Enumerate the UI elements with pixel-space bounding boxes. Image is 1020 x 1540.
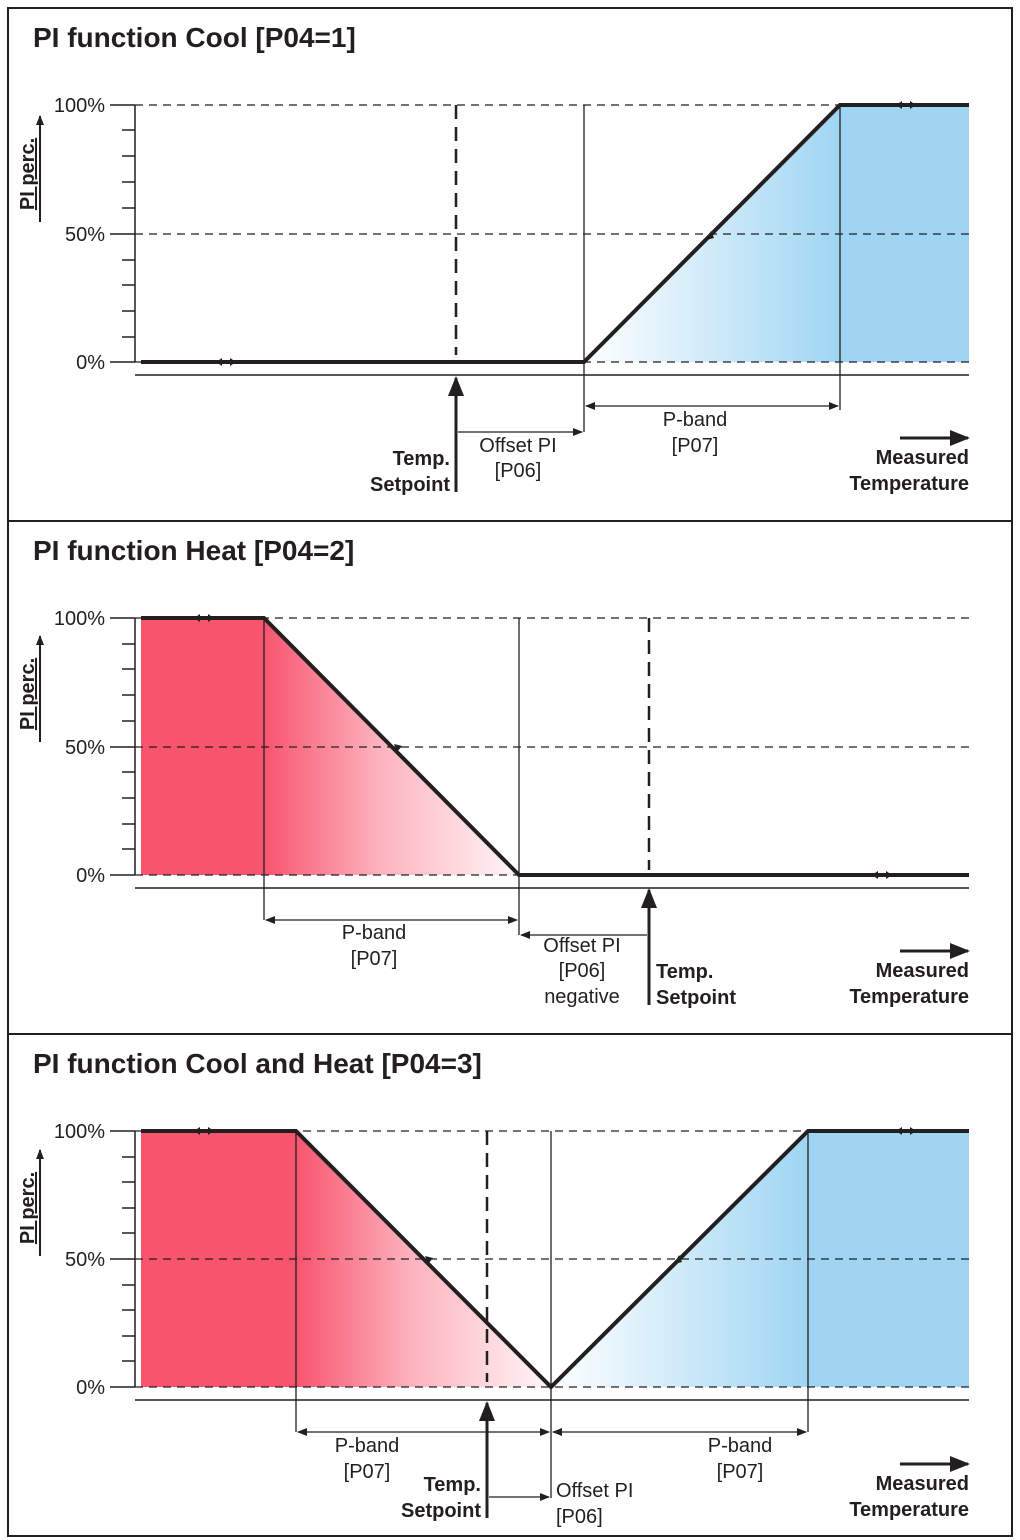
panel-title: PI function Cool and Heat [P04=3] — [33, 1048, 482, 1079]
measured-label: Temperature — [849, 473, 969, 495]
figure-border — [7, 7, 1013, 1537]
y-tick-50: 50% — [65, 737, 105, 759]
setpoint-label: Temp. — [656, 961, 713, 983]
setpoint-label: Temp. — [424, 1474, 481, 1496]
y-tick-100: 100% — [54, 608, 105, 630]
y-tick-50: 50% — [65, 224, 105, 246]
measured-label: Measured — [876, 1473, 969, 1495]
pi-curve — [141, 616, 969, 877]
panel-heat: PI function Heat [P04=2] 100% 50% 0% PI … — [17, 535, 970, 1009]
curve-arrow-mark — [872, 871, 892, 879]
y-axis-label: PI perc. — [17, 138, 39, 210]
pband-label: [P07] — [344, 1461, 391, 1483]
offset-label: Offset PI — [543, 935, 620, 957]
y-axis-label: PI perc. — [17, 658, 39, 730]
offset-label: Offset PI — [556, 1480, 633, 1502]
measured-label: Measured — [876, 447, 969, 469]
panel-cool-heat: PI function Cool and Heat [P04=3] 100% 5… — [17, 1048, 970, 1528]
panel-cool: PI function Cool [P04=1] 100% 50% 0% PI … — [17, 22, 970, 496]
pband-label: P-band — [708, 1435, 773, 1457]
y-tick-0: 0% — [76, 352, 105, 374]
measured-label: Temperature — [849, 986, 969, 1008]
heat-full-fill — [141, 618, 264, 875]
pband-label: P-band — [335, 1435, 400, 1457]
curve-arrow-mark — [425, 1256, 433, 1264]
offset-label: [P06] — [559, 960, 606, 982]
y-tick-0: 0% — [76, 1377, 105, 1399]
y-tick-0: 0% — [76, 865, 105, 887]
pband-label: [P07] — [672, 435, 719, 457]
measured-label: Measured — [876, 960, 969, 982]
y-tick-50: 50% — [65, 1249, 105, 1271]
setpoint-label: Setpoint — [401, 1500, 481, 1522]
panel-title: PI function Heat [P04=2] — [33, 535, 354, 566]
y-axis — [110, 1130, 136, 1388]
y-axis — [110, 617, 136, 876]
curve-arrow-mark — [674, 1255, 682, 1264]
y-tick-100: 100% — [54, 95, 105, 117]
y-tick-100: 100% — [54, 1121, 105, 1143]
pband-label: [P07] — [717, 1461, 764, 1483]
offset-label: negative — [544, 986, 620, 1008]
pband-label: [P07] — [351, 948, 398, 970]
curve-arrow-mark — [194, 1127, 214, 1135]
y-axis — [110, 104, 136, 363]
offset-label: Offset PI — [479, 435, 556, 457]
cool-full-fill — [808, 1131, 969, 1387]
offset-label: [P06] — [556, 1506, 603, 1528]
measured-label: Temperature — [849, 1499, 969, 1521]
offset-label: [P06] — [495, 460, 542, 482]
y-axis-label: PI perc. — [17, 1172, 39, 1244]
curve-arrow-mark — [896, 1127, 916, 1135]
curve-arrow-mark — [706, 231, 714, 240]
curve-arrow-mark — [394, 744, 402, 752]
curve-arrow-mark — [194, 614, 214, 622]
pi-curve — [141, 1129, 969, 1390]
panel-title: PI function Cool [P04=1] — [33, 22, 356, 53]
curve-arrow-mark — [216, 358, 236, 366]
setpoint-label: Setpoint — [656, 987, 736, 1009]
pband-label: P-band — [342, 922, 407, 944]
setpoint-label: Temp. — [393, 448, 450, 470]
curve-arrow-mark — [896, 101, 916, 109]
pband-label: P-band — [663, 409, 728, 431]
setpoint-label: Setpoint — [370, 474, 450, 496]
